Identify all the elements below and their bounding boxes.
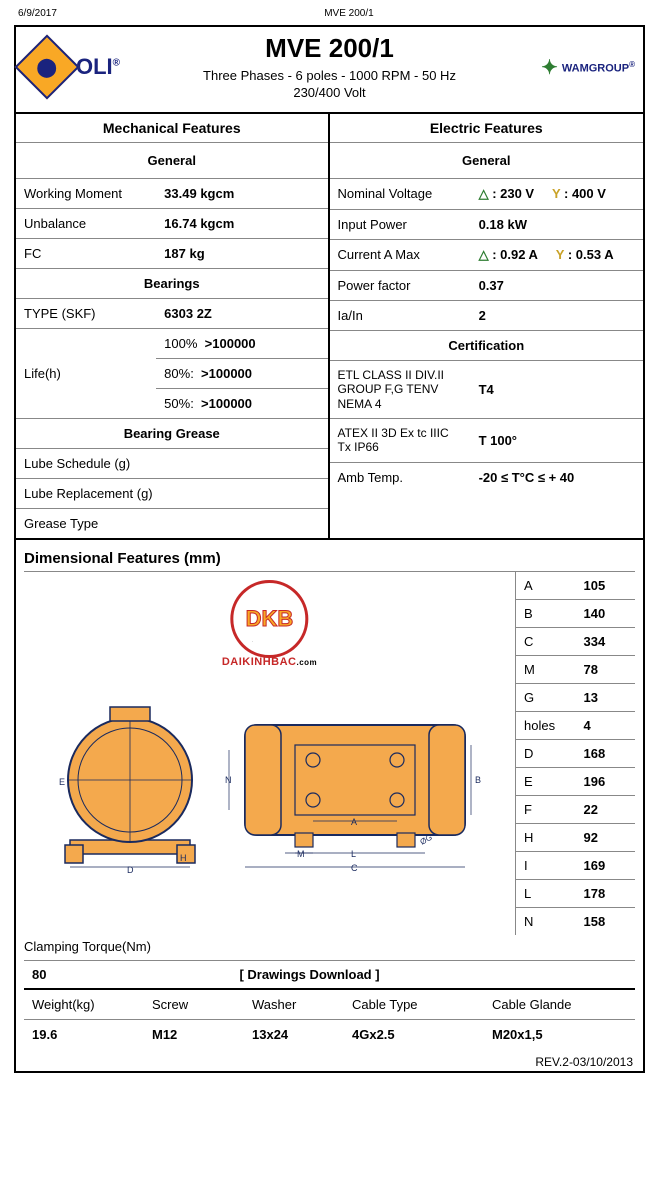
wye-icon: Y bbox=[556, 247, 564, 262]
mechanical-column: Mechanical Features General Working Mome… bbox=[16, 114, 330, 538]
table-row: Lube Replacement (g) bbox=[16, 478, 328, 508]
revision-text: REV.2-03/10/2013 bbox=[16, 1049, 643, 1071]
table-row: Power factor0.37 bbox=[330, 270, 644, 300]
electric-column: Electric Features General Nominal Voltag… bbox=[330, 114, 644, 538]
subtitle-2: 230/400 Volt bbox=[154, 85, 505, 102]
datasheet: ⬤ OLI® MVE 200/1 Three Phases - 6 poles … bbox=[14, 25, 645, 1073]
table-row: E196 bbox=[516, 767, 635, 795]
table-row: C334 bbox=[516, 627, 635, 655]
table-row: G13 bbox=[516, 683, 635, 711]
oli-icon: ⬤ bbox=[14, 35, 79, 100]
mech-title: Mechanical Features bbox=[16, 114, 328, 143]
table-row: FC187 kg bbox=[16, 238, 328, 268]
dim-title: Dimensional Features (mm) bbox=[24, 546, 635, 572]
bottom-header-row: Weight(kg) Screw Washer Cable Type Cable… bbox=[24, 990, 635, 1020]
oli-logo: ⬤ OLI® bbox=[24, 44, 154, 90]
table-row: Unbalance16.74 kgcm bbox=[16, 208, 328, 238]
table-row: Lube Schedule (g) bbox=[16, 448, 328, 478]
table-row: M78 bbox=[516, 655, 635, 683]
table-row: Bearings bbox=[16, 268, 328, 298]
svg-text:L: L bbox=[351, 849, 356, 859]
header: ⬤ OLI® MVE 200/1 Three Phases - 6 poles … bbox=[16, 27, 643, 114]
clamping-label: Clamping Torque(Nm) bbox=[24, 935, 635, 960]
svg-text:H: H bbox=[180, 853, 187, 863]
table-row: F22 bbox=[516, 795, 635, 823]
features-row: Mechanical Features General Working Mome… bbox=[16, 114, 643, 540]
oli-brand-text: OLI bbox=[76, 54, 113, 79]
table-row: Grease Type bbox=[16, 508, 328, 538]
table-row: L178 bbox=[516, 879, 635, 907]
wamgroup-logo: ✦ WAMGROUP® bbox=[505, 55, 635, 80]
subtitle-1: Three Phases - 6 poles - 1000 RPM - 50 H… bbox=[154, 68, 505, 85]
svg-text:E: E bbox=[59, 777, 65, 787]
drawing-area: DKB DAIKINHBAC.com Fig. D bbox=[24, 572, 515, 935]
top-meta-bar: 6/9/2017 MVE 200/1 bbox=[14, 8, 645, 19]
svg-text:N: N bbox=[225, 775, 232, 785]
svg-text:M: M bbox=[297, 849, 305, 859]
table-row: ATEX II 3D Ex tc IIIC Tx IP66T 100° bbox=[330, 418, 644, 462]
wamgroup-icon: ✦ bbox=[541, 55, 558, 80]
table-row: D168 bbox=[516, 739, 635, 767]
wye-icon: Y bbox=[552, 186, 560, 201]
table-row: Certification bbox=[330, 330, 644, 360]
table-row: A105 bbox=[516, 572, 635, 600]
table-row: ETL CLASS II DIV.II GROUP F,G TENV NEMA … bbox=[330, 360, 644, 418]
delta-icon: △ bbox=[479, 247, 489, 262]
table-row: N158 bbox=[516, 907, 635, 935]
drawings-download-link[interactable]: [ Drawings Download ] bbox=[104, 967, 515, 982]
table-row: Current A Max △ : 0.92 A Y : 0.53 A bbox=[330, 239, 644, 270]
table-row: Input Power0.18 kW bbox=[330, 209, 644, 239]
table-row: H92 bbox=[516, 823, 635, 851]
print-model: MVE 200/1 bbox=[324, 8, 373, 19]
table-row: Nominal Voltage △ : 230 V Y : 400 V bbox=[330, 179, 644, 210]
table-row: Working Moment33.49 kgcm bbox=[16, 179, 328, 209]
svg-text:A: A bbox=[351, 817, 357, 827]
watermark-seal-icon: DKB bbox=[231, 580, 309, 658]
table-row: I169 bbox=[516, 851, 635, 879]
elec-title: Electric Features bbox=[330, 114, 644, 143]
clamping-value: 80 bbox=[24, 961, 104, 988]
motor-side-drawing: N A M L C B ØG bbox=[225, 695, 485, 875]
table-row: TYPE (SKF)6303 2Z bbox=[16, 298, 328, 328]
svg-text:D: D bbox=[127, 865, 134, 875]
dimensional-section: Dimensional Features (mm) DKB DAIKINHBAC… bbox=[16, 540, 643, 1049]
clamping-row: 80 [ Drawings Download ] bbox=[24, 960, 635, 990]
dimension-table: A105 B140 C334 M78 G13 holes4 D168 E196 … bbox=[515, 572, 635, 935]
wam-brand-text: WAMGROUP bbox=[562, 63, 629, 75]
elec-general: General bbox=[330, 143, 644, 179]
delta-icon: △ bbox=[479, 186, 489, 201]
motor-front-drawing: E D H bbox=[55, 695, 205, 875]
table-row: B140 bbox=[516, 599, 635, 627]
table-row: holes4 bbox=[516, 711, 635, 739]
mech-general: General bbox=[16, 143, 328, 179]
watermark: DKB DAIKINHBAC.com bbox=[222, 580, 317, 668]
bottom-value-row: 19.6 M12 13x24 4Gx2.5 M20x1,5 bbox=[24, 1020, 635, 1049]
elec-table: Nominal Voltage △ : 230 V Y : 400 V Inpu… bbox=[330, 179, 644, 492]
table-row: Life(h) 100% >100000 bbox=[16, 328, 328, 358]
svg-text:B: B bbox=[475, 775, 481, 785]
print-date: 6/9/2017 bbox=[18, 8, 57, 19]
table-row: Ia/In2 bbox=[330, 300, 644, 330]
mech-general-table: Working Moment33.49 kgcm Unbalance16.74 … bbox=[16, 179, 328, 538]
svg-text:C: C bbox=[351, 863, 358, 873]
table-row: Bearing Grease bbox=[16, 418, 328, 448]
header-center: MVE 200/1 Three Phases - 6 poles - 1000 … bbox=[154, 33, 505, 102]
page: 6/9/2017 MVE 200/1 ⬤ OLI® MVE 200/1 Thre… bbox=[0, 0, 659, 1093]
product-title: MVE 200/1 bbox=[154, 33, 505, 64]
table-row: Amb Temp.-20 ≤ T°C ≤ + 40 bbox=[330, 462, 644, 492]
